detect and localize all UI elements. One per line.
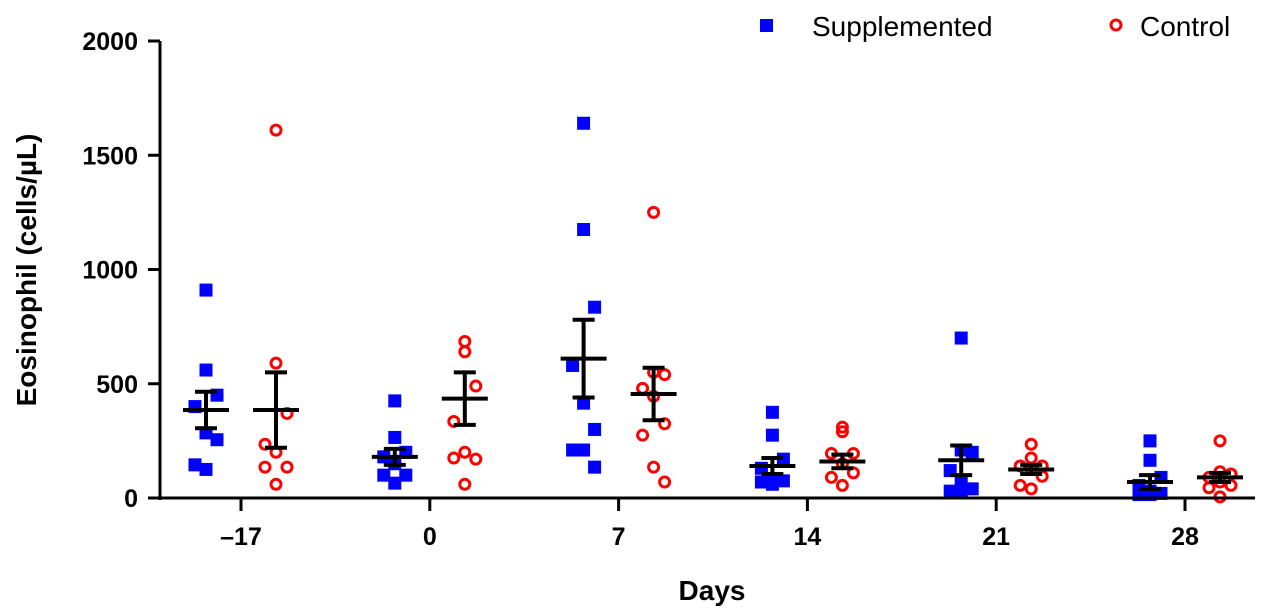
legend-label-supplemented: Supplemented <box>812 11 993 42</box>
data-point-control <box>258 460 272 474</box>
data-point-supplemented <box>577 223 591 237</box>
data-point-supplemented <box>577 443 591 457</box>
data-point-supplemented <box>1143 453 1157 467</box>
data-point-supplemented <box>377 468 391 482</box>
y-tick-label: 500 <box>96 371 138 399</box>
data-point-supplemented <box>388 394 402 408</box>
data-point-control <box>458 445 472 459</box>
data-point-supplemented <box>965 445 979 459</box>
data-point-control <box>835 420 849 434</box>
data-point-control <box>1024 451 1038 465</box>
x-tick-label: 28 <box>1171 523 1199 551</box>
data-point-supplemented <box>754 475 768 489</box>
data-point-control <box>269 356 283 370</box>
data-point-control <box>647 460 661 474</box>
legend-label-control: Control <box>1140 11 1230 42</box>
data-point-supplemented <box>588 422 602 436</box>
y-axis-label: Eosinophil (cells/µL) <box>11 134 42 407</box>
y-tick-label: 2000 <box>82 28 138 56</box>
data-point-supplemented <box>765 405 779 419</box>
x-tick-label: 7 <box>612 523 626 551</box>
data-point-control <box>458 477 472 491</box>
y-tick-label: 1000 <box>82 257 138 285</box>
data-point-control <box>1013 478 1027 492</box>
data-point-supplemented <box>210 433 224 447</box>
data-point-supplemented <box>965 482 979 496</box>
data-point-control <box>1024 437 1038 451</box>
data-point-supplemented <box>1143 434 1157 448</box>
legend: Supplemented Control <box>760 11 1230 42</box>
data-point-control <box>658 368 672 382</box>
legend-marker-control <box>1109 18 1123 32</box>
data-point-control <box>1213 434 1227 448</box>
data-point-supplemented <box>765 477 779 491</box>
x-tick-label: 21 <box>982 523 1010 551</box>
y-tick-label: 1500 <box>82 142 138 170</box>
x-tick-label: 0 <box>423 523 437 551</box>
data-point-supplemented <box>199 462 213 476</box>
data-point-control <box>458 345 472 359</box>
data-point-supplemented <box>776 474 790 488</box>
data-point-supplemented <box>388 430 402 444</box>
data-point-control <box>1024 482 1038 496</box>
data-point-control <box>469 379 483 393</box>
data-point-supplemented <box>577 116 591 130</box>
data-point-control <box>824 470 838 484</box>
data-point-control <box>636 428 650 442</box>
data-point-supplemented <box>588 460 602 474</box>
data-point-control <box>1202 481 1216 495</box>
data-point-control <box>269 477 283 491</box>
data-point-control <box>636 381 650 395</box>
data-point-supplemented <box>199 363 213 377</box>
data-point-supplemented <box>954 331 968 345</box>
data-point-supplemented <box>954 483 968 497</box>
data-point-control <box>469 452 483 466</box>
data-point-control <box>835 425 849 439</box>
data-point-supplemented <box>388 476 402 490</box>
x-tick-label: –17 <box>220 523 262 551</box>
data-point-control <box>835 478 849 492</box>
data-point-control <box>658 475 672 489</box>
y-tick-label: 0 <box>124 485 138 513</box>
data-point-supplemented <box>765 428 779 442</box>
data-point-supplemented <box>943 484 957 498</box>
data-point-control <box>647 205 661 219</box>
x-axis-label: Days <box>679 575 746 606</box>
data-point-control <box>269 123 283 137</box>
data-point-supplemented <box>588 300 602 314</box>
x-tick-label: 14 <box>793 523 821 551</box>
legend-marker-supplemented <box>760 19 773 32</box>
data-point-supplemented <box>399 468 413 482</box>
data-point-supplemented <box>188 458 202 472</box>
data-point-control <box>280 460 294 474</box>
data-point-supplemented <box>566 443 580 457</box>
data-point-supplemented <box>577 396 591 410</box>
data-point-control <box>447 451 461 465</box>
data-point-supplemented <box>199 283 213 297</box>
data-point-supplemented <box>566 358 580 372</box>
data-point-control <box>458 334 472 348</box>
